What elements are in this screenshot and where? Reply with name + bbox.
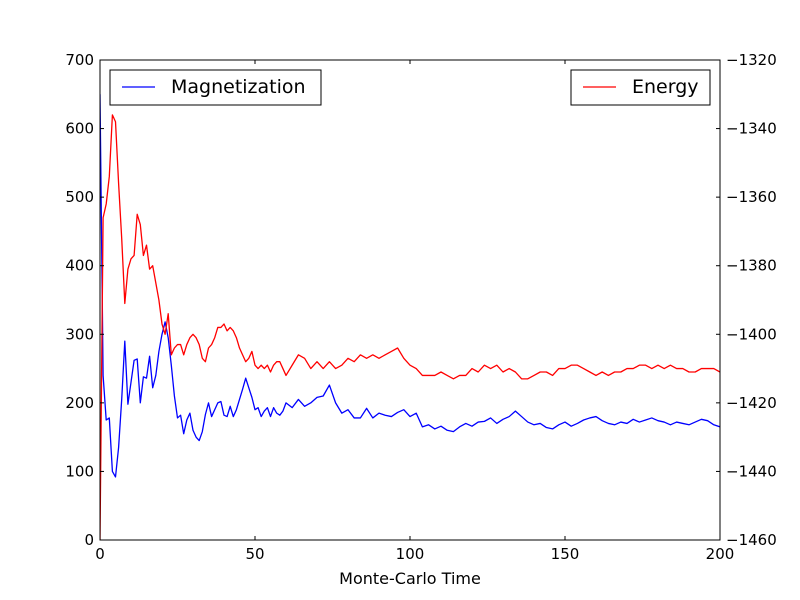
y-left-tick-label: 700 [65, 51, 94, 69]
y-right-tick-label: −1460 [726, 531, 777, 549]
plot-frame [99, 59, 721, 541]
x-tick-label: 150 [551, 545, 580, 563]
y-right-tick-label: −1420 [726, 394, 777, 412]
y-left-tick-label: 200 [65, 394, 94, 412]
legend-label: Magnetization [171, 76, 306, 98]
y-left-tick-label: 500 [65, 188, 94, 206]
series-line-magnetization [100, 94, 720, 478]
legend-label: Energy [632, 76, 699, 98]
y-right-tick-label: −1360 [726, 188, 777, 206]
y-left-tick-label: 300 [65, 325, 94, 343]
series-line-energy [100, 114, 720, 540]
plot-lines [100, 94, 720, 540]
y-left-tick-label: 100 [65, 462, 94, 480]
x-tick-label: 200 [706, 545, 735, 563]
y-right-tick-label: −1400 [726, 325, 777, 343]
y-right-tick-label: −1380 [726, 257, 777, 275]
legends: Magnetization Energy [109, 69, 711, 106]
ticks: 0 50 100 150 200 0 100 200 300 400 500 600 700 −1460 −… [65, 51, 776, 563]
y-right-tick-label: −1440 [726, 462, 777, 480]
y-left-tick-label: 400 [65, 257, 94, 275]
legend-magnetization: Magnetization [109, 69, 322, 106]
axes [99, 59, 721, 541]
x-tick-label: 0 [95, 545, 105, 563]
x-tick-label: 50 [245, 545, 264, 563]
y-left-tick-label: 0 [84, 531, 94, 549]
x-axis-label: Monte-Carlo Time [339, 569, 481, 588]
y-left-tick-label: 600 [65, 120, 94, 138]
y-right-tick-label: −1320 [726, 51, 777, 69]
y-right-tick-label: −1340 [726, 120, 777, 138]
legend-energy: Energy [570, 69, 711, 106]
x-tick-label: 100 [396, 545, 425, 563]
